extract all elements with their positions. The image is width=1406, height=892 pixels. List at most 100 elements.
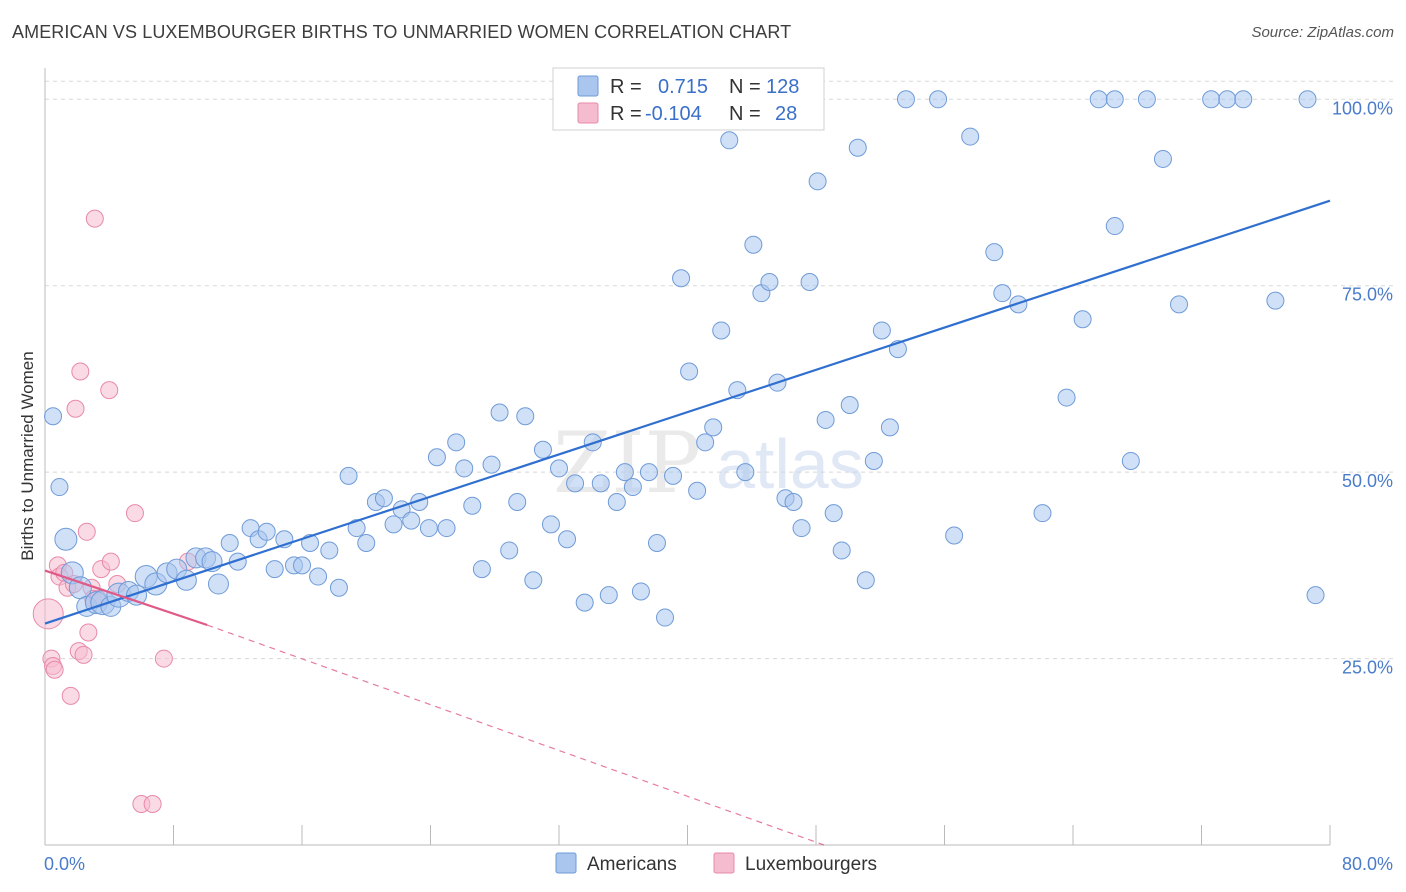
americans-point-111 xyxy=(1089,90,1108,109)
luxembourgers-trend-line xyxy=(44,569,208,627)
americans-point-94 xyxy=(840,396,859,415)
americans-point-122 xyxy=(1298,90,1317,109)
americans-point-33 xyxy=(329,578,348,597)
americans-point-71 xyxy=(656,608,675,627)
americans-point-22 xyxy=(228,552,247,571)
luxembourgers-point-26 xyxy=(143,794,162,813)
americans-point-1 xyxy=(50,478,69,497)
americans-point-116 xyxy=(1153,149,1172,168)
americans-point-95 xyxy=(848,138,867,157)
americans-point-45 xyxy=(437,519,456,538)
watermark-zip: ZIP xyxy=(553,414,701,512)
americans-point-99 xyxy=(880,418,899,437)
americans-point-66 xyxy=(615,463,634,482)
americans-point-115 xyxy=(1137,90,1156,109)
americans-point-35 xyxy=(347,519,366,538)
chart-title: AMERICAN VS LUXEMBOURGER BIRTHS TO UNMAR… xyxy=(12,22,792,42)
americans-point-69 xyxy=(639,463,658,482)
americans-point-54 xyxy=(516,407,535,426)
americans-point-90 xyxy=(808,172,827,191)
americans-point-98 xyxy=(872,321,891,340)
legend-americans-r-value: 0.715 xyxy=(658,76,708,98)
luxembourgers-point-15 xyxy=(79,623,98,642)
americans-point-67 xyxy=(623,478,642,497)
luxembourgers-points xyxy=(32,209,197,813)
chart-source: Source: ZipAtlas.com xyxy=(1251,24,1394,41)
americans-point-58 xyxy=(550,459,568,478)
series-legend-luxembourgers-label: Luxembourgers xyxy=(745,854,877,875)
luxembourgers-point-8 xyxy=(61,686,80,705)
luxembourgers-point-3 xyxy=(45,660,64,679)
americans-point-87 xyxy=(784,492,803,511)
americans-point-34 xyxy=(339,466,358,485)
americans-point-39 xyxy=(384,515,403,534)
y-tick-label-75: 75.0% xyxy=(1342,285,1393,305)
luxembourgers-point-12 xyxy=(71,362,90,381)
legend-luxembourgers-r-label: R = xyxy=(610,103,642,125)
americans-point-42 xyxy=(410,492,429,511)
americans-point-120 xyxy=(1234,90,1253,109)
americans-point-97 xyxy=(864,451,883,470)
americans-point-2 xyxy=(54,527,78,551)
series-legend-americans-swatch xyxy=(555,852,577,874)
americans-point-55 xyxy=(524,571,543,590)
americans-point-118 xyxy=(1202,90,1221,109)
americans-point-112 xyxy=(1105,90,1124,109)
americans-point-82 xyxy=(744,235,763,254)
americans-point-92 xyxy=(824,504,843,523)
series-legend-luxembourgers-swatch xyxy=(713,852,735,874)
americans-point-73 xyxy=(672,269,691,288)
americans-point-123 xyxy=(1306,586,1325,605)
luxembourgers-point-13 xyxy=(74,645,93,664)
americans-point-91 xyxy=(816,410,835,429)
americans-point-89 xyxy=(800,272,819,291)
americans-point-93 xyxy=(832,541,851,560)
legend-luxembourgers-r-value: -0.104 xyxy=(645,103,702,125)
americans-point-113 xyxy=(1105,217,1124,236)
americans-point-51 xyxy=(490,403,509,422)
americans-point-84 xyxy=(760,272,779,291)
americans-point-102 xyxy=(929,90,948,109)
americans-point-47 xyxy=(455,459,474,478)
legend-americans-r-label: R = xyxy=(610,76,642,98)
americans-point-106 xyxy=(993,284,1012,303)
correlation-legend: R = 0.715 N = 128 R = -0.104 N = 28 xyxy=(552,67,825,131)
americans-point-78 xyxy=(712,321,731,340)
americans-point-26 xyxy=(265,560,284,579)
americans-point-43 xyxy=(419,519,438,538)
americans-point-76 xyxy=(696,433,715,452)
americans-trend-line xyxy=(44,199,1331,625)
legend-luxembourgers-swatch xyxy=(577,102,599,124)
americans-point-57 xyxy=(541,515,560,534)
americans-point-119 xyxy=(1218,90,1237,109)
trend-top-layer xyxy=(44,199,1331,627)
luxembourgers-point-24 xyxy=(125,504,144,523)
americans-point-88 xyxy=(792,519,811,538)
luxembourgers-trend-extension xyxy=(207,624,825,846)
luxembourgers-point-10 xyxy=(66,399,85,418)
luxembourgers-point-27 xyxy=(154,649,173,668)
americans-point-44 xyxy=(427,448,446,467)
luxembourgers-point-0 xyxy=(32,598,64,630)
legend-luxembourgers-n-value: 28 xyxy=(775,103,797,125)
americans-point-121 xyxy=(1266,291,1285,310)
americans-point-81 xyxy=(736,463,755,482)
americans-point-105 xyxy=(985,243,1004,262)
americans-point-20 xyxy=(207,573,229,595)
americans-point-0 xyxy=(44,407,63,426)
americans-point-25 xyxy=(257,522,276,541)
americans-point-68 xyxy=(631,582,650,601)
series-legend-americans-label: Americans xyxy=(587,854,677,875)
americans-point-61 xyxy=(575,593,594,612)
americans-point-110 xyxy=(1073,310,1092,329)
americans-point-74 xyxy=(680,362,699,381)
x-tick-label-max: 80.0% xyxy=(1342,854,1393,874)
watermark: ZIP atlas xyxy=(553,414,864,512)
americans-point-72 xyxy=(664,466,683,485)
americans-point-49 xyxy=(472,560,491,579)
grid-layer xyxy=(45,80,1395,660)
legend-americans-n-value: 128 xyxy=(766,76,799,98)
legend-americans-n-label: N = xyxy=(729,76,761,98)
americans-point-75 xyxy=(688,481,707,500)
